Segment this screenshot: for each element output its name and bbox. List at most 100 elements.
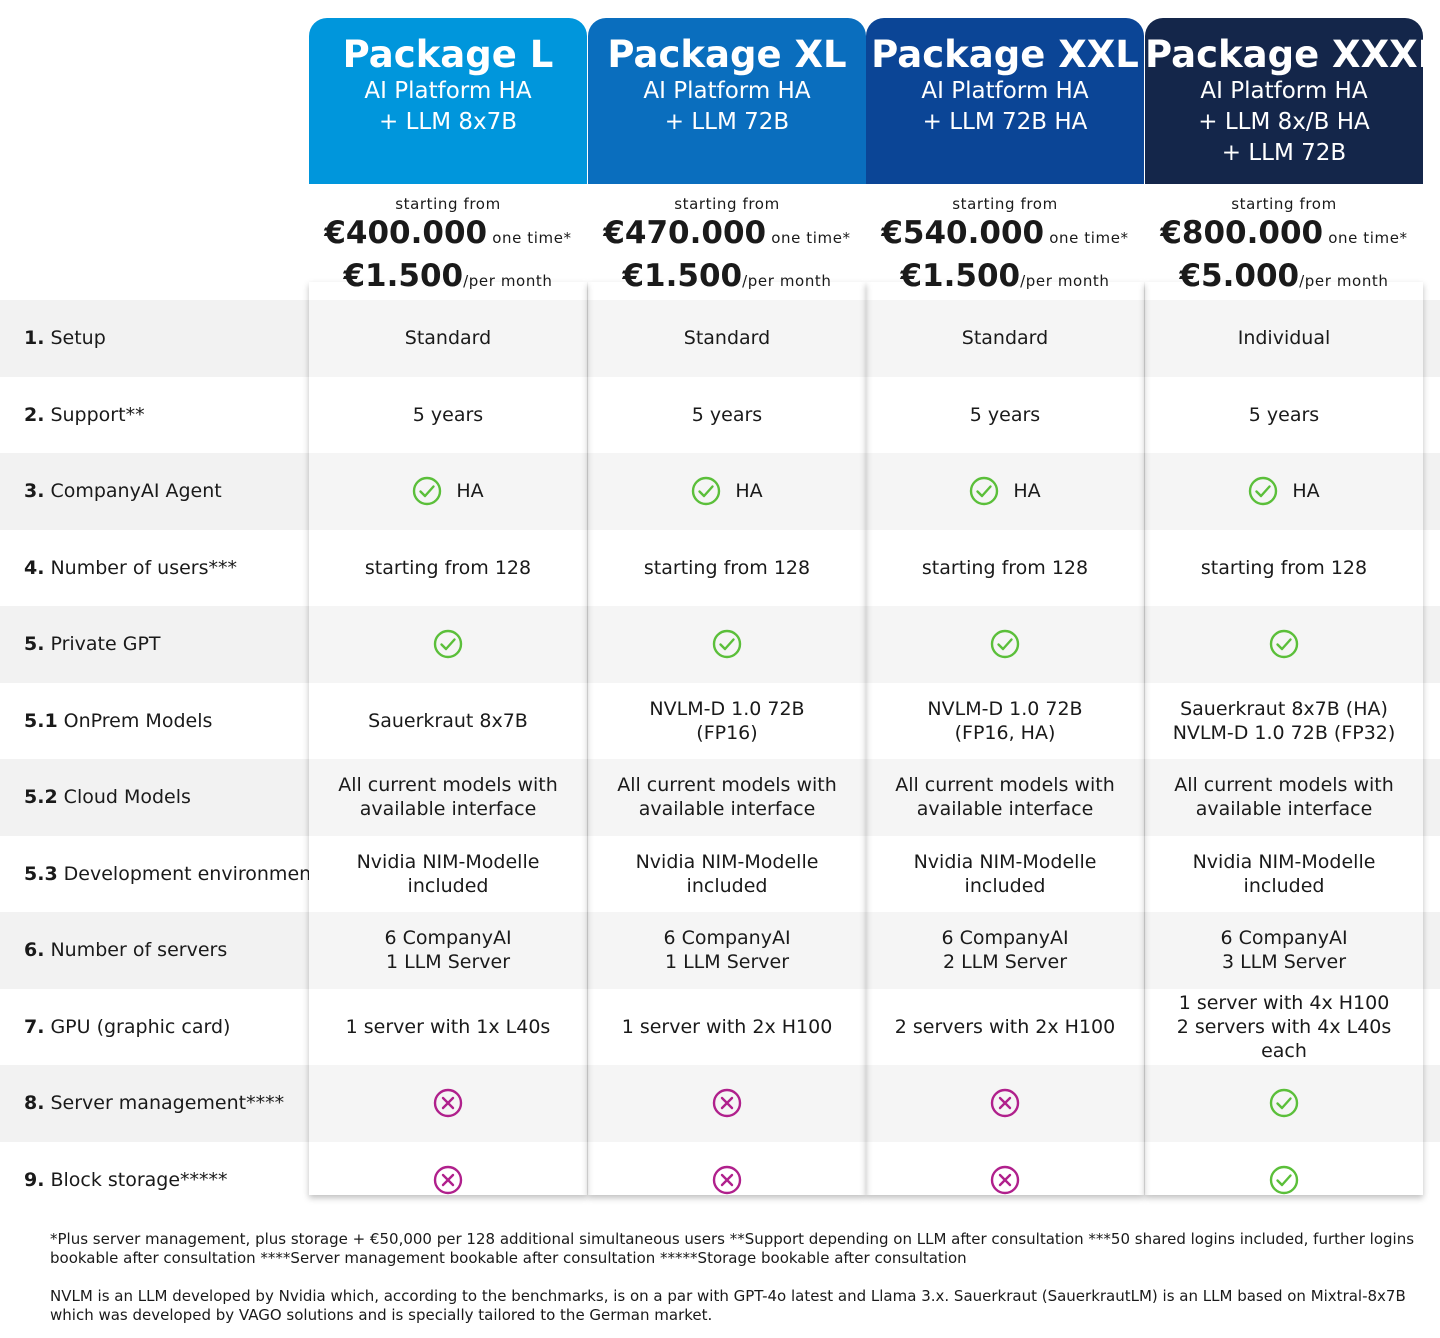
- one-time-price: €400.000: [324, 215, 488, 251]
- feature-row: 6. Number of servers 6 CompanyAI 1 LLM Serv…: [0, 912, 1440, 989]
- price-starting-from: starting from: [395, 195, 501, 213]
- package-sub-line: + LLM 8x7B: [378, 109, 518, 135]
- monthly-price: €1.500: [622, 258, 743, 294]
- cell-text: Individual: [1237, 327, 1331, 350]
- feature-label: 6. Number of servers: [24, 912, 227, 989]
- feature-cell: HA: [309, 453, 587, 530]
- price-starting-from: starting from: [952, 195, 1058, 213]
- cell-text: available interface: [1195, 798, 1373, 821]
- feature-cell: 1 server with 4x H100 2 servers with 4x L…: [1145, 988, 1423, 1065]
- cell-text: starting from 128: [921, 556, 1089, 579]
- feature-number: 5.: [24, 633, 45, 656]
- cell-text: 1 server with 4x H100: [1178, 991, 1390, 1014]
- feature-label: 5.2 Cloud Models: [24, 759, 191, 836]
- feature-row: 7. GPU (graphic card) 1 server with 1x L40…: [0, 988, 1440, 1065]
- feature-cell: Sauerkraut 8x7B (HA) NVLM-D 1.0 72B (FP32…: [1145, 682, 1423, 759]
- feature-number: 5.2: [24, 786, 58, 809]
- feature-cell: Standard: [309, 300, 587, 377]
- monthly-price: €1.500: [343, 258, 464, 294]
- one-time-price: €800.000: [1160, 215, 1324, 251]
- check-icon: [1269, 1089, 1299, 1118]
- feature-cell: Sauerkraut 8x7B: [309, 682, 587, 759]
- ha-label: HA: [456, 480, 484, 503]
- cell-text: 6 CompanyAI: [1220, 927, 1348, 950]
- feature-name: Block storage*****: [50, 1168, 228, 1191]
- package-xl-price: starting from €470.000 one time* €1.500/…: [588, 184, 866, 300]
- feature-cell: [866, 1141, 1144, 1218]
- cell-text: 5 years: [412, 403, 484, 426]
- one-time-suffix: one time*: [1049, 229, 1129, 247]
- monthly-suffix: /per month: [1299, 272, 1389, 290]
- cell-text: available interface: [916, 798, 1094, 821]
- feature-number: 4.: [24, 556, 45, 579]
- feature-name: Private GPT: [50, 633, 161, 656]
- feature-cell: NVLM-D 1.0 72B (FP16, HA): [866, 682, 1144, 759]
- feature-cell: 5 years: [309, 376, 587, 453]
- footnotes: *Plus server management, plus storage + …: [50, 1230, 1425, 1325]
- feature-number: 2.: [24, 403, 45, 426]
- cell-text: Nvidia NIM-Modelle included: [635, 850, 819, 897]
- feature-row: 5.1 OnPrem Models Sauerkraut 8x7B NVLM-D 1.…: [0, 682, 1440, 759]
- cell-text: 5 years: [969, 403, 1041, 426]
- check-icon: [1269, 1165, 1299, 1194]
- cell-text: All current models with: [338, 774, 558, 797]
- feature-name: Development environment: [63, 862, 319, 885]
- cell-text: 2 LLM Server: [942, 951, 1068, 974]
- cell-text: Sauerkraut 8x7B: [368, 709, 528, 732]
- monthly-price: €1.500: [900, 258, 1021, 294]
- check-icon: [413, 477, 442, 506]
- cell-text: Standard: [683, 327, 771, 350]
- feature-name: Server management****: [50, 1092, 285, 1115]
- cell-text: Nvidia NIM-Modelle included: [1192, 850, 1376, 897]
- feature-cell: [866, 606, 1144, 683]
- monthly-price: €5.000: [1179, 258, 1300, 294]
- feature-cell: 6 CompanyAI 1 LLM Server: [309, 912, 587, 989]
- feature-cell: All current models with available interfa…: [866, 759, 1144, 836]
- footnote-asterisks: *Plus server management, plus storage + …: [50, 1230, 1415, 1267]
- cell-text: NVLM-D 1.0 72B (FP32): [1172, 721, 1396, 744]
- feature-cell: Standard: [588, 300, 866, 377]
- feature-row: 5.3 Development environment Nvidia NIM-Mod…: [0, 835, 1440, 913]
- feature-name: Number of servers: [50, 939, 228, 962]
- feature-cell: starting from 128: [588, 529, 866, 606]
- feature-number: 1.: [24, 327, 45, 350]
- package-sub-line: AI Platform HA: [921, 78, 1089, 104]
- cell-text: 1 server with 2x H100: [621, 1015, 833, 1038]
- feature-number: 6.: [24, 939, 45, 962]
- feature-cell: 1 server with 1x L40s: [309, 988, 587, 1065]
- feature-cell: [1145, 1141, 1423, 1218]
- one-time-suffix: one time*: [1328, 229, 1408, 247]
- cell-text: Nvidia NIM-Modelle included: [913, 850, 1097, 897]
- feature-cell: [309, 606, 587, 683]
- cell-text: 2 servers with 2x H100: [894, 1015, 1116, 1038]
- ha-label: HA: [735, 480, 763, 503]
- cross-icon: [990, 1165, 1020, 1194]
- feature-label: 5. Private GPT: [24, 606, 161, 683]
- package-sub-line: AI Platform HA: [1200, 78, 1368, 104]
- feature-cell: Nvidia NIM-Modelle included: [1145, 835, 1423, 912]
- one-time-suffix: one time*: [492, 229, 572, 247]
- monthly-suffix: /per month: [1020, 272, 1110, 290]
- package-l-header: Package L AI Platform HA + LLM 8x7B: [309, 18, 587, 184]
- cell-text: Sauerkraut 8x7B (HA): [1180, 697, 1388, 720]
- cell-text: NVLM-D 1.0 72B: [649, 697, 805, 720]
- feature-cell: All current models with available interfa…: [588, 759, 866, 836]
- cell-text: 6 CompanyAI: [663, 927, 791, 950]
- feature-label: 3. CompanyAI Agent: [24, 453, 222, 530]
- feature-cell: All current models with available interfa…: [309, 759, 587, 836]
- feature-name: Setup: [50, 327, 106, 350]
- check-icon: [970, 477, 999, 506]
- footnote-models: NVLM is an LLM developed by Nvidia which…: [50, 1287, 1406, 1324]
- cell-text: 3 LLM Server: [1221, 951, 1347, 974]
- feature-label: 1. Setup: [24, 300, 106, 377]
- cell-text: 6 CompanyAI: [941, 927, 1069, 950]
- feature-row: 3. CompanyAI Agent HA HA HA HA: [0, 453, 1440, 530]
- package-sub-line: + LLM 8x/B HA: [1198, 109, 1370, 135]
- feature-cell: [588, 1065, 866, 1142]
- cell-text: starting from 128: [364, 556, 532, 579]
- package-name: Package XXL: [871, 33, 1139, 76]
- feature-name: GPU (graphic card): [50, 1015, 231, 1038]
- feature-cell: HA: [866, 453, 1144, 530]
- feature-label: 5.3 Development environment: [24, 836, 319, 913]
- package-sub-line: + LLM 72B: [664, 109, 790, 135]
